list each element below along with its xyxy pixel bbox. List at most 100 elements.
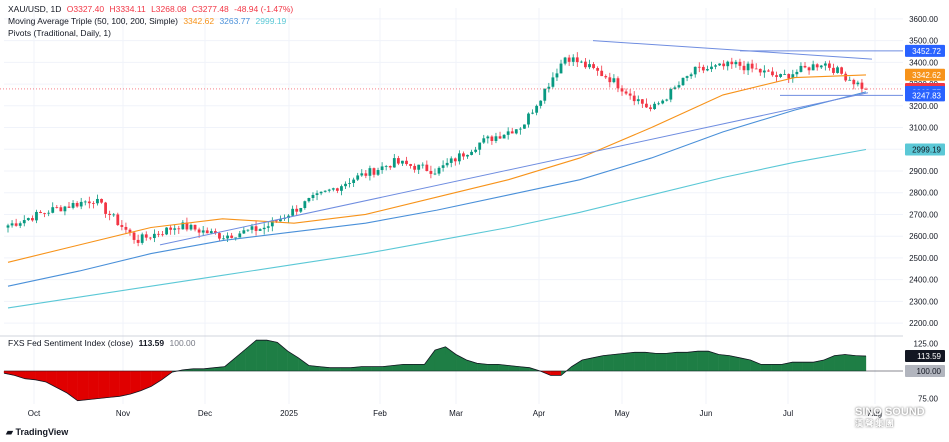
candle (425, 164, 429, 171)
candle (112, 214, 116, 216)
candle (535, 105, 539, 113)
candle (649, 107, 652, 110)
price-label (905, 143, 945, 156)
candle (100, 198, 103, 203)
candle (665, 99, 669, 101)
sentiment-area-segment (434, 346, 446, 372)
sentiment-area-segment (329, 367, 341, 372)
y-tick-label: 2700.00 (909, 210, 938, 219)
candle (14, 223, 18, 226)
candle (795, 71, 799, 75)
legend-ma: Moving Average Triple (50, 100, 200, Sim… (8, 16, 289, 26)
y-tick-label: 2800.00 (909, 189, 938, 198)
candle (734, 61, 738, 65)
candle (518, 128, 522, 130)
candle (55, 207, 59, 209)
candle (588, 64, 591, 68)
candle (441, 165, 445, 168)
candle (815, 64, 819, 68)
candle (6, 225, 10, 228)
candle (697, 66, 701, 68)
candle (356, 175, 360, 180)
tradingview-logo[interactable]: ▰ TradingView (6, 427, 68, 438)
sentiment-area-segment (655, 353, 667, 372)
candle (669, 89, 673, 100)
sentiment-area-segment (140, 370, 152, 392)
candle (457, 153, 461, 162)
candle (645, 103, 648, 108)
candle (401, 160, 404, 164)
legend-sentiment-base: 100.00 (169, 338, 196, 348)
y-tick-label: 2900.00 (909, 167, 938, 176)
candle (132, 232, 136, 240)
candle (775, 75, 778, 77)
candle (661, 100, 665, 104)
sentiment-area-segment (487, 364, 499, 372)
candle (510, 131, 514, 134)
candle (710, 66, 713, 70)
candle (59, 207, 63, 212)
candle (148, 237, 152, 239)
candle (177, 228, 181, 230)
candle (714, 65, 717, 67)
sentiment-area-segment (403, 364, 415, 372)
candle (791, 74, 795, 79)
candle (494, 136, 498, 141)
trendline-upper (592, 40, 873, 60)
candle (539, 100, 543, 106)
sentiment-area-segment (224, 357, 236, 372)
trendline-lower (159, 92, 869, 246)
candle (758, 68, 762, 73)
sentiment-area-segment (424, 349, 436, 372)
candle (527, 113, 530, 125)
candle (307, 198, 311, 202)
candle (71, 203, 75, 208)
candle (185, 222, 189, 230)
candle (417, 164, 421, 170)
sentiment-area-segment (87, 370, 99, 400)
watermark-subtext: 漢 聲 集 團 (855, 419, 894, 428)
sentiment-area-segment (834, 354, 846, 372)
x-tick-label: Jul (783, 409, 793, 418)
candle (462, 153, 465, 157)
candle (575, 57, 579, 63)
candle (579, 61, 583, 63)
sentiment-area-segment (750, 359, 762, 372)
sentiment-area-segment (729, 355, 741, 372)
candle (783, 74, 787, 75)
candle (323, 190, 327, 192)
candle (262, 227, 266, 230)
candle (563, 57, 567, 64)
sentiment-area-segment (792, 362, 804, 372)
candle (238, 233, 242, 238)
x-tick-label: Dec (198, 409, 212, 418)
candle (348, 182, 351, 184)
y-tick-label: 75.00 (918, 395, 939, 404)
candle (616, 78, 620, 89)
candle (388, 166, 392, 168)
candle (128, 229, 132, 233)
price-label-text: 2999.19 (912, 145, 941, 154)
legend-pivots: Pivots (Traditional, Daily, 1) (8, 28, 111, 38)
candle (47, 212, 51, 214)
candle (331, 188, 335, 190)
candle (657, 103, 661, 105)
sentiment-area-segment (592, 355, 604, 372)
sentiment-area-segment (855, 355, 867, 372)
sentiment-area-segment (266, 340, 278, 372)
x-tick-label: Mar (449, 409, 463, 418)
candle (79, 201, 83, 207)
candle (392, 158, 396, 168)
candle (22, 220, 26, 224)
sentiment-area-segment (56, 370, 68, 394)
sentiment-area-segment (66, 370, 78, 401)
candle (474, 149, 478, 152)
candle (596, 68, 600, 71)
price-label-text: 100.00 (917, 367, 942, 376)
candle (478, 142, 482, 150)
candle (706, 69, 709, 71)
candle (234, 237, 238, 239)
candle (750, 63, 754, 69)
x-tick-label: Apr (533, 409, 546, 418)
